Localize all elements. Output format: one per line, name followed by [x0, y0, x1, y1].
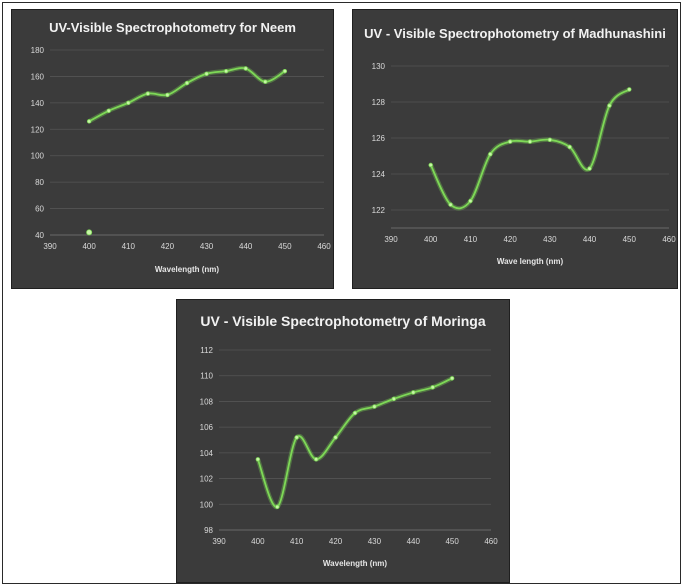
x-tick-label: 440 [583, 235, 597, 244]
data-point [294, 435, 299, 440]
data-point [627, 87, 632, 92]
madhunashini-chart-panel: UV - Visible Spectrophotometry of Madhun… [352, 9, 678, 289]
data-point [448, 202, 453, 207]
data-point [313, 457, 319, 462]
data-point [255, 457, 261, 462]
data-point [527, 139, 533, 144]
data-point [243, 66, 248, 71]
data-point [391, 396, 397, 402]
data-point [547, 137, 553, 142]
neem-chart-svg: UV-Visible Spectrophotometry for Neem 40 6… [31, 20, 332, 274]
data-point [352, 410, 358, 416]
x-tick-label: 400 [424, 235, 438, 244]
data-point [430, 385, 435, 390]
series-line-glow [428, 87, 631, 211]
y-tick-label: 40 [35, 231, 44, 240]
x-axis-title: Wavelength (nm) [323, 559, 387, 568]
data-point [282, 68, 288, 74]
x-tick-label: 430 [368, 537, 382, 546]
data-point [372, 404, 377, 409]
x-tick-label: 420 [161, 242, 175, 251]
x-tick-label: 460 [317, 242, 331, 251]
data-point [567, 144, 572, 150]
chart-title: UV-Visible Spectrophotometry for Neem [49, 20, 296, 35]
x-tick-label: 460 [662, 235, 676, 244]
moringa-chart-svg: UV - Visible Spectrophotometry of Moring… [200, 313, 499, 568]
x-tick-label: 390 [384, 235, 398, 244]
y-tick-label: 124 [372, 170, 386, 179]
data-point [263, 79, 268, 84]
data-point [275, 504, 280, 510]
data-point [411, 390, 416, 395]
y-tick-label: 60 [35, 205, 44, 214]
y-tick-label: 140 [31, 99, 45, 108]
data-point [204, 71, 209, 76]
data-point [333, 435, 338, 440]
x-tick-label: 410 [290, 537, 304, 546]
x-tick-label: 420 [329, 537, 343, 546]
y-tick-label: 112 [200, 346, 213, 355]
y-tick-label: 122 [372, 206, 386, 215]
data-point [106, 108, 111, 113]
series-line [429, 88, 630, 210]
data-point [86, 229, 93, 236]
data-point [86, 119, 92, 124]
y-tick-label: 98 [204, 526, 213, 535]
y-tick-label: 120 [31, 125, 45, 134]
data-point [184, 80, 190, 86]
y-tick-label: 180 [31, 46, 45, 55]
x-tick-label: 450 [445, 537, 459, 546]
x-tick-label: 450 [623, 235, 637, 244]
x-tick-label: 440 [239, 242, 253, 251]
y-tick-label: 110 [200, 372, 213, 381]
y-tick-label: 126 [372, 134, 386, 143]
x-tick-label: 450 [278, 242, 292, 251]
chart-title: UV - Visible Spectrophotometry of Moring… [200, 313, 485, 329]
series-line-glow [255, 376, 454, 510]
y-tick-label: 108 [200, 397, 214, 406]
x-tick-label: 390 [43, 242, 57, 251]
data-point [145, 91, 151, 96]
x-tick-label: 410 [464, 235, 478, 244]
y-tick-label: 100 [31, 152, 45, 161]
data-point [449, 376, 455, 381]
data-point [587, 166, 592, 171]
y-tick-label: 104 [200, 449, 214, 458]
x-tick-label: 420 [503, 235, 517, 244]
data-point [507, 139, 513, 144]
series-line [88, 67, 286, 123]
moringa-chart-panel: UV - Visible Spectrophotometry of Moring… [176, 299, 510, 583]
data-point [223, 68, 229, 74]
x-tick-label: 400 [251, 537, 265, 546]
x-tick-label: 410 [122, 242, 136, 251]
x-tick-label: 430 [200, 242, 214, 251]
series-line [257, 377, 453, 508]
y-tick-label: 80 [35, 178, 44, 187]
y-tick-label: 128 [372, 98, 386, 107]
chart-title: UV - Visible Spectrophotometry of Madhun… [364, 26, 666, 41]
y-tick-label: 160 [31, 72, 45, 81]
y-tick-label: 102 [200, 475, 214, 484]
y-tick-label: 106 [200, 423, 214, 432]
neem-chart-panel: UV-Visible Spectrophotometry for Neem 40 6… [11, 9, 334, 289]
x-axis-title: Wavelength (nm) [155, 265, 219, 274]
madhunashini-chart-svg: UV - Visible Spectrophotometry of Madhun… [364, 26, 676, 266]
x-tick-label: 390 [212, 537, 226, 546]
y-tick-label: 100 [200, 500, 214, 509]
x-tick-label: 460 [484, 537, 498, 546]
data-point [428, 162, 433, 168]
x-tick-label: 430 [543, 235, 557, 244]
data-point [607, 103, 612, 108]
data-point [165, 92, 170, 98]
x-axis-title: Wave length (nm) [497, 257, 564, 266]
data-point [468, 198, 473, 204]
data-point [126, 100, 131, 106]
y-tick-label: 130 [372, 62, 386, 71]
x-tick-label: 400 [82, 242, 96, 251]
x-tick-label: 440 [407, 537, 421, 546]
data-point [488, 151, 493, 157]
